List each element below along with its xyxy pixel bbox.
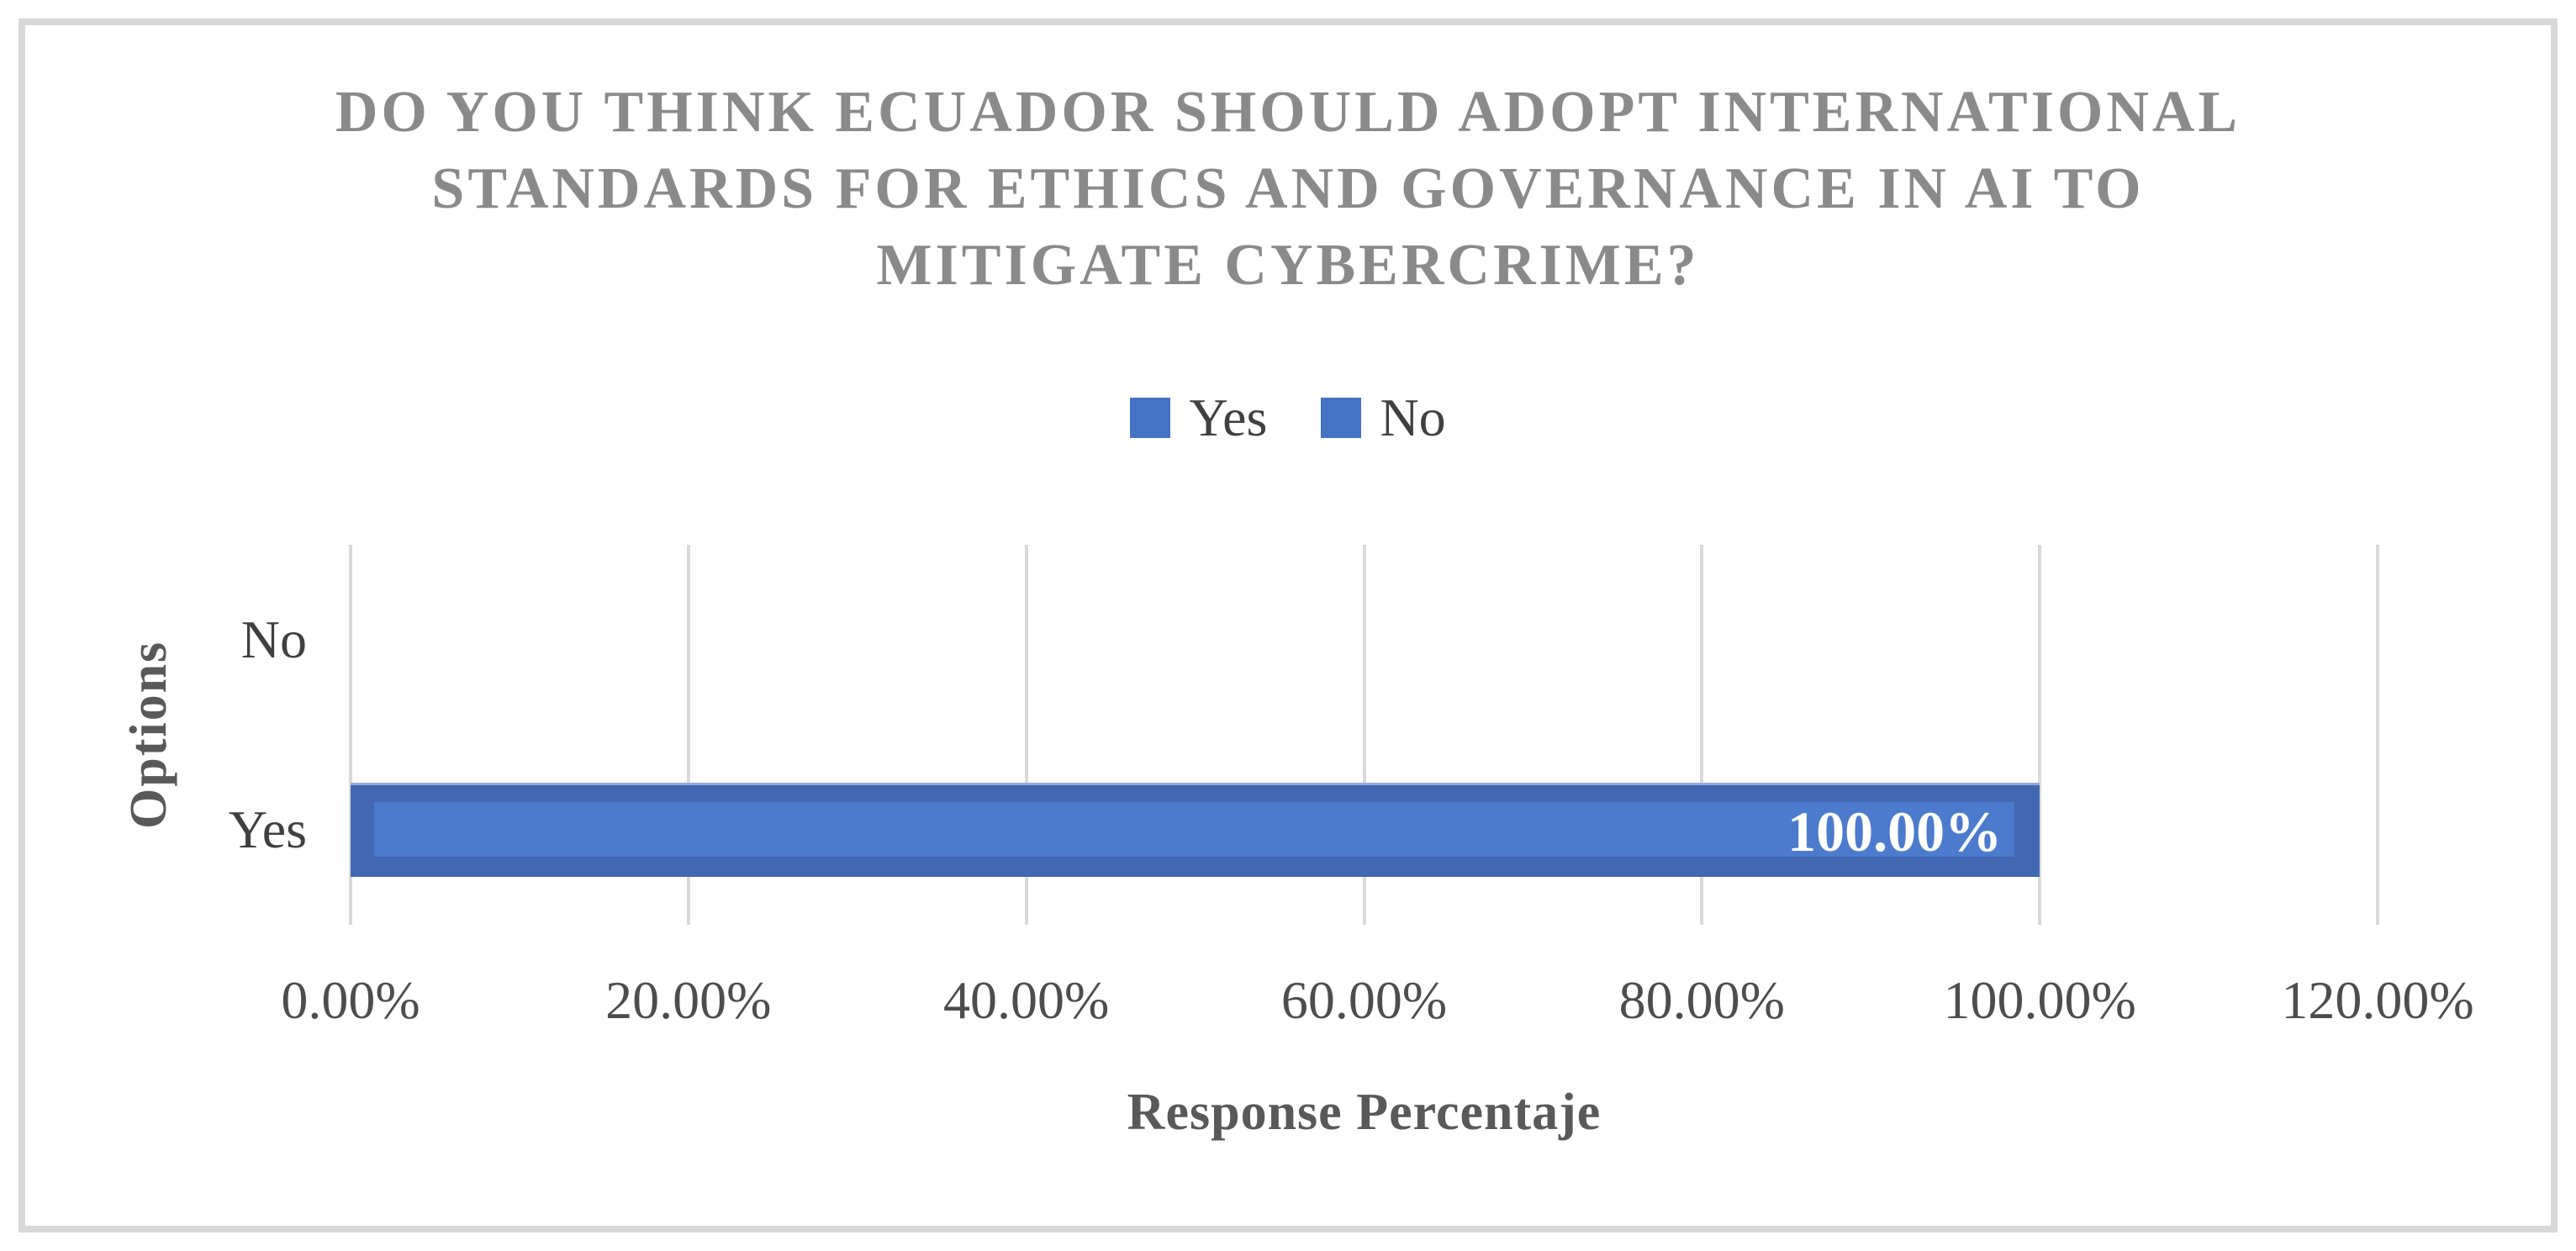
x-tick-label: 60.00% bbox=[1280, 970, 1448, 1030]
bar-inner-highlight bbox=[374, 802, 2015, 857]
x-tick-label: 0.00% bbox=[281, 970, 420, 1030]
gridline bbox=[2376, 545, 2379, 925]
gridline bbox=[1700, 545, 1704, 925]
chart-title-line-1: DO YOU THINK ECUADOR SHOULD ADOPT INTERN… bbox=[335, 80, 2241, 145]
x-axis-ticks: 0.00% 20.00% 40.00% 60.00% 80.00% 100.00% 120.… bbox=[281, 970, 2473, 1041]
x-tick-label: 80.00% bbox=[1618, 970, 1785, 1030]
legend-item-yes: Yes bbox=[1130, 391, 1267, 445]
x-tick-label: 20.00% bbox=[605, 970, 772, 1030]
x-tick-label: 120.00% bbox=[2281, 970, 2474, 1030]
bar-yes: 100.00% bbox=[351, 783, 2040, 877]
legend-swatch-icon bbox=[1321, 398, 1362, 438]
legend-label: Yes bbox=[1189, 388, 1268, 447]
legend-label: No bbox=[1380, 388, 1446, 447]
y-category-label-yes: Yes bbox=[228, 800, 307, 859]
chart-title: DO YOU THINK ECUADOR SHOULD ADOPT INTERN… bbox=[0, 74, 2576, 304]
legend-swatch-icon bbox=[1130, 398, 1171, 438]
plot-area: 100.00% bbox=[349, 545, 2379, 925]
y-axis-line bbox=[349, 545, 352, 925]
y-category-label-no: No bbox=[240, 610, 307, 669]
legend-item-no: No bbox=[1321, 388, 1446, 447]
gridline bbox=[1362, 545, 1366, 925]
gridline bbox=[2038, 545, 2042, 925]
x-axis-title: Response Percentaje bbox=[1127, 1084, 1602, 1141]
y-category-labels: No Yes bbox=[0, 545, 307, 925]
chart-legend: Yes No bbox=[0, 388, 2576, 447]
data-label: 100.00% bbox=[1787, 799, 2003, 863]
x-tick-label: 40.00% bbox=[943, 970, 1110, 1030]
gridline bbox=[1024, 545, 1028, 925]
chart-title-line-3: MITIGATE CYBERCRIME? bbox=[876, 233, 1700, 298]
chart-frame bbox=[18, 18, 2558, 1233]
gridline bbox=[686, 545, 690, 925]
x-tick-label: 100.00% bbox=[1943, 970, 2136, 1030]
chart-title-line-2: STANDARDS FOR ETHICS AND GOVERNANCE IN A… bbox=[431, 156, 2145, 221]
